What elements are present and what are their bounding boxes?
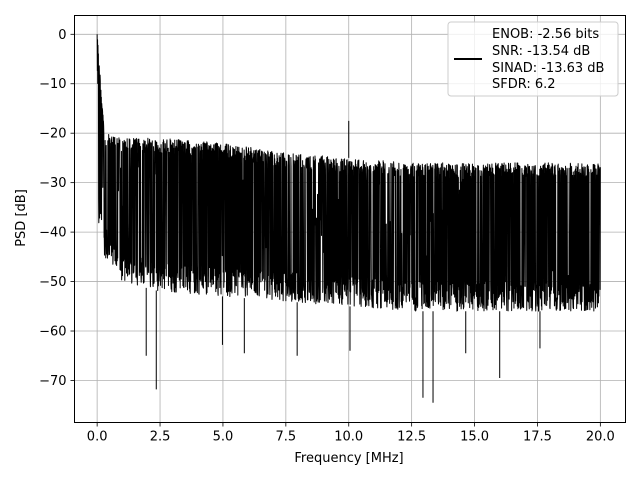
y-tick-label: −50	[39, 275, 66, 290]
psd-series	[96, 34, 601, 403]
x-axis-label: Frequency [MHz]	[294, 451, 403, 466]
y-axis-label: PSD [dB]	[14, 189, 29, 247]
x-tick-label: 10.0	[334, 430, 363, 445]
plot-frame	[74, 15, 626, 423]
x-tick-label: 17.5	[523, 430, 552, 445]
y-tick-label: −40	[39, 226, 66, 241]
legend-line-sinad: SINAD: -13.63 dB	[492, 61, 604, 76]
y-tick-label: −20	[39, 127, 66, 142]
legend-line-sfdr: SFDR: 6.2	[492, 77, 556, 92]
y-axis-ticks: 0 −10 −20 −30 −40 −50 −60 −70	[39, 28, 75, 389]
x-tick-label: 15.0	[460, 430, 489, 445]
x-tick-label: 2.5	[150, 430, 171, 445]
y-tick-label: −60	[39, 325, 66, 340]
legend-line-snr: SNR: -13.54 dB	[492, 44, 590, 59]
x-tick-label: 0.0	[87, 430, 108, 445]
psd-line	[96, 34, 601, 403]
x-tick-label: 20.0	[586, 430, 615, 445]
legend-box	[447, 21, 619, 97]
y-tick-label: −30	[39, 176, 66, 191]
y-tick-label: −10	[39, 77, 66, 92]
legend: ENOB: -2.56 bits SNR: -13.54 dB SINAD: -…	[447, 21, 619, 97]
legend-line-enob: ENOB: -2.56 bits	[492, 27, 599, 42]
x-tick-label: 12.5	[397, 430, 426, 445]
x-axis-ticks: 0.0 2.5 5.0 7.5 10.0 12.5 15.0 17.5 20.0	[87, 422, 615, 445]
x-tick-label: 7.5	[275, 430, 296, 445]
x-tick-label: 5.0	[213, 430, 234, 445]
y-tick-label: −70	[39, 374, 66, 389]
y-tick-label: 0	[58, 28, 66, 43]
